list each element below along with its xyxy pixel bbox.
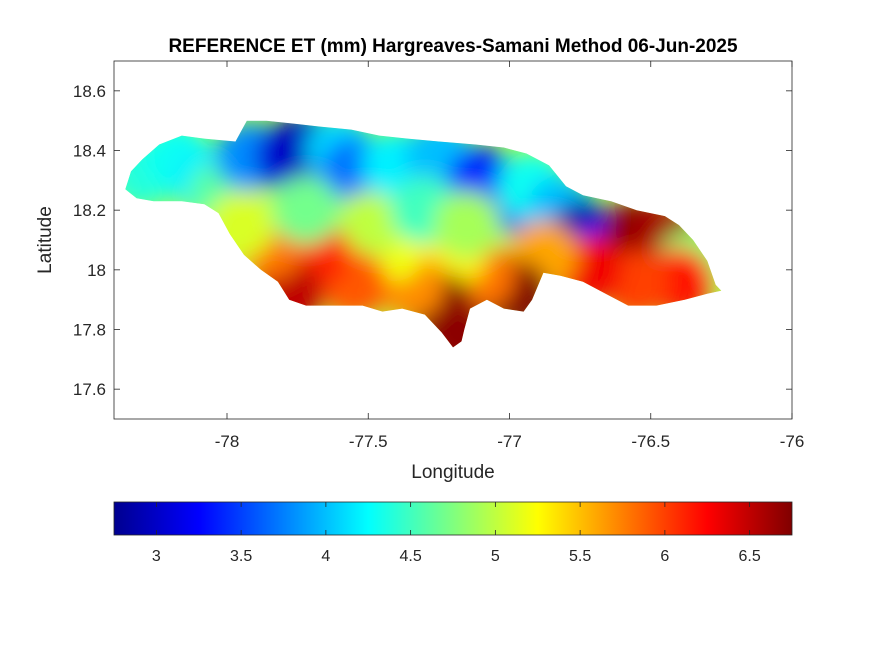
colorbar [113,501,793,536]
y-tick-label: 18.6 [73,82,106,101]
x-tick-label: -76 [780,432,805,451]
y-axis-label: Latitude [35,206,56,274]
y-tick-label: 17.6 [73,380,106,399]
colorbar-tick-label: 3.5 [230,548,252,565]
heatmap-sample [433,191,502,260]
x-axis: -78 -77.5 -77 -76.5 -76 [215,61,805,451]
y-tick-label: 18 [87,261,106,280]
heatmap-field [125,120,722,348]
x-tick-label: -78 [215,432,240,451]
heatmap-sample [272,176,341,245]
y-tick-label: 17.8 [73,321,106,340]
y-tick-label: 18.4 [73,142,106,161]
colorbar-tick-label: 6.5 [739,548,761,565]
y-axis: 17.6 17.8 18 18.2 18.4 18.6 [73,82,792,399]
colorbar-tick-label: 5.5 [569,548,591,565]
x-tick-label: -77 [497,432,522,451]
x-tick-label: -77.5 [349,432,388,451]
x-axis-label: Longitude [411,462,494,483]
colorbar-tick-label: 4.5 [400,548,422,565]
x-tick-label: -76.5 [631,432,670,451]
colorbar-tick-label: 6 [660,548,669,565]
colorbar-ticks: 3 3.5 4 4.5 5 5.5 6 6.5 [152,502,761,565]
chart-title: REFERENCE ET (mm) Hargreaves-Samani Meth… [168,36,738,57]
y-tick-label: 18.2 [73,201,106,220]
colorbar-tick-label: 5 [491,548,500,565]
colorbar-tick-label: 3 [152,548,161,565]
colorbar-tick-label: 4 [321,548,330,565]
heatmap-sample [334,191,403,260]
